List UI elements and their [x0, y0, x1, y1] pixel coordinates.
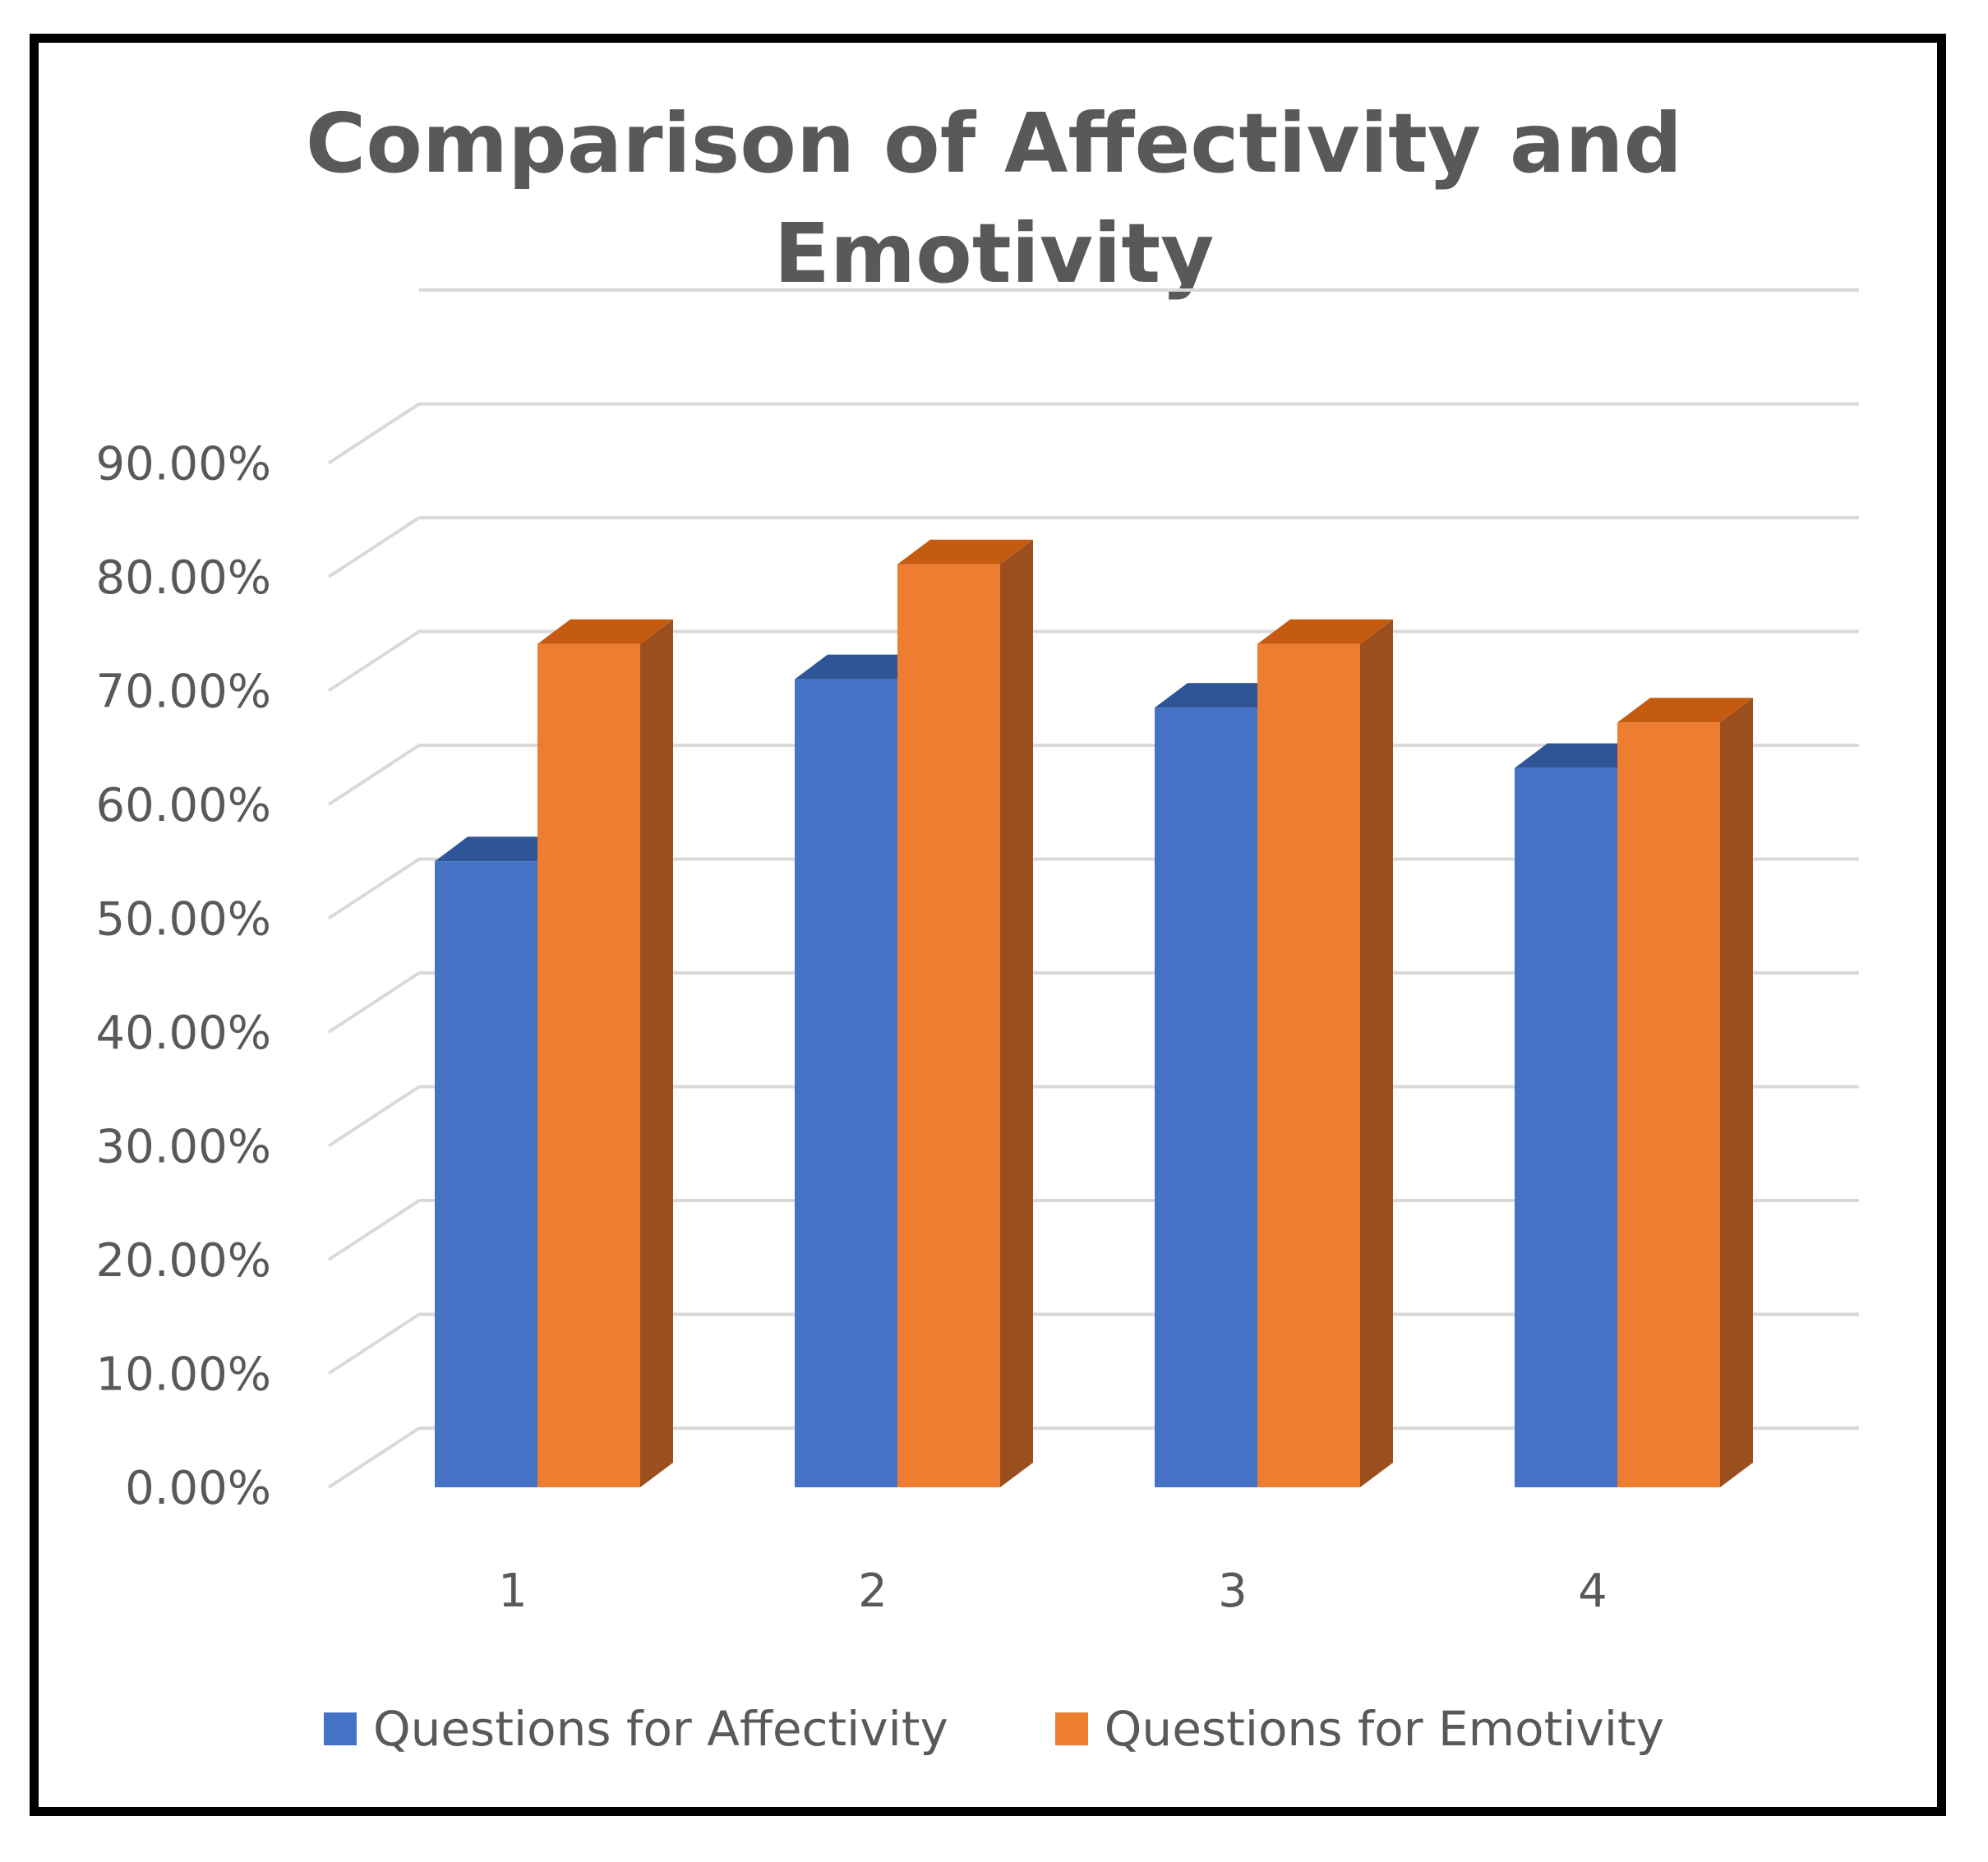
chart-title-line-2: Emotivity: [773, 205, 1215, 302]
bar: [897, 539, 1033, 1487]
y-tick-label: 80.00%: [95, 551, 271, 605]
legend-item-emotivity: Questions for Emotivity: [1054, 1701, 1665, 1757]
legend-swatch-affectivity: [323, 1712, 357, 1745]
y-tick-label: 60.00%: [95, 779, 271, 832]
y-tick-label: 10.00%: [95, 1348, 271, 1402]
y-tick-label: 90.00%: [95, 438, 271, 491]
x-category-label: 3: [1218, 1565, 1248, 1618]
y-tick-label: 20.00%: [95, 1234, 271, 1288]
y-axis-ticks: 0.00% 10.00% 20.00% 30.00% 40.00% 50.00% 60.00…: [95, 438, 271, 1516]
chart-title-line-1: Comparison of Affectivity and: [305, 95, 1683, 191]
y-tick-label: 0.00%: [125, 1462, 271, 1515]
x-category-label: 1: [498, 1565, 528, 1618]
y-tick-label: 40.00%: [95, 1007, 271, 1060]
bars: [435, 539, 1753, 1487]
legend-label-emotivity: Questions for Emotivity: [1104, 1701, 1665, 1757]
x-category-label: 4: [1578, 1565, 1607, 1618]
bar: [1257, 619, 1393, 1487]
x-category-label: 2: [858, 1565, 888, 1618]
y-tick-label: 70.00%: [95, 666, 271, 719]
legend-label-affectivity: Questions for Affectivity: [372, 1701, 948, 1757]
gridline: [327, 402, 1859, 465]
legend: Questions for Affectivity Questions for …: [0, 1701, 1988, 1757]
chart-title: Comparison of Affectivity and Emotivity: [0, 89, 1988, 309]
x-axis-categories: 1 2 3 4: [498, 1565, 1607, 1618]
bar: [537, 619, 673, 1487]
y-tick-label: 30.00%: [95, 1121, 271, 1174]
legend-item-affectivity: Questions for Affectivity: [323, 1701, 948, 1757]
bar: [1617, 698, 1753, 1487]
legend-swatch-emotivity: [1054, 1712, 1088, 1745]
gridline: [327, 516, 1859, 578]
y-tick-label: 50.00%: [95, 893, 271, 947]
